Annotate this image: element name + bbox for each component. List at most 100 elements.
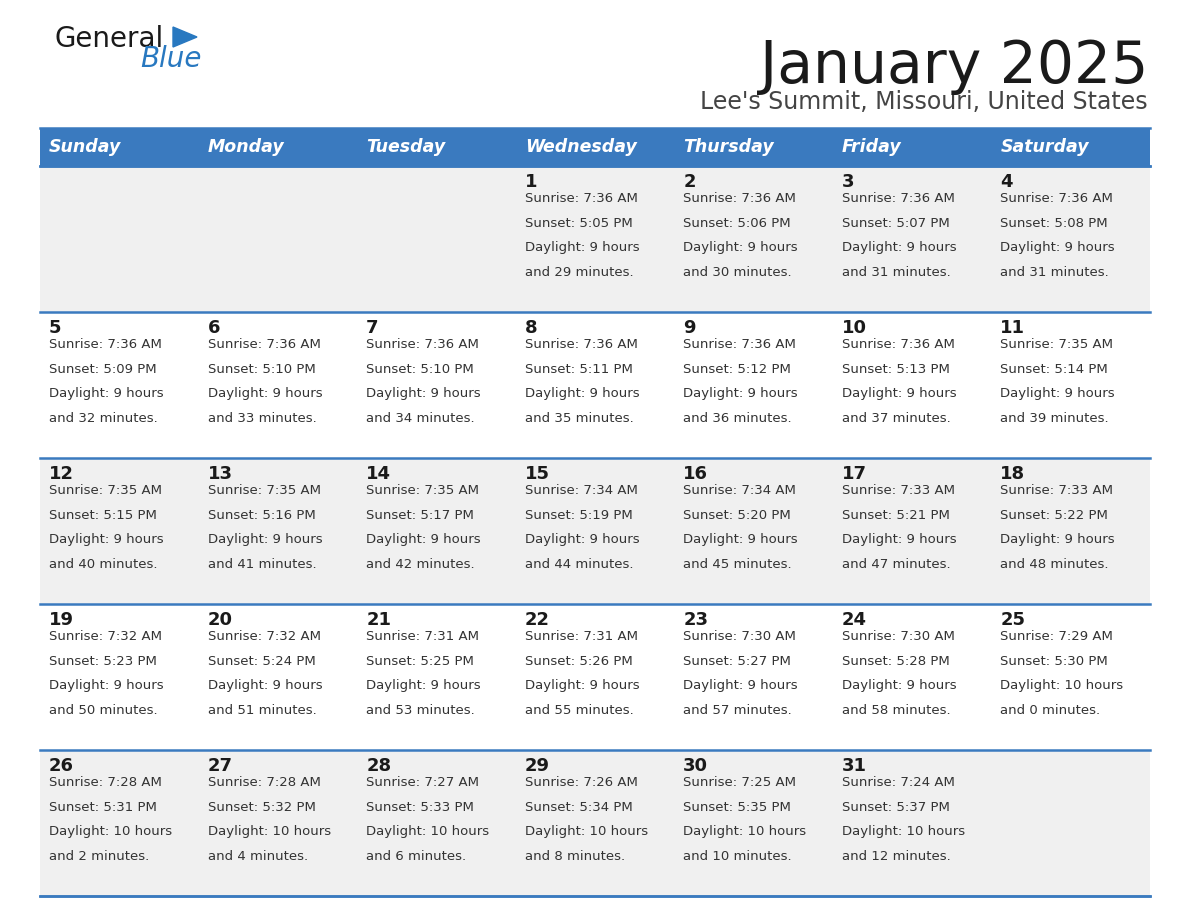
Text: Daylight: 10 hours: Daylight: 10 hours: [525, 825, 647, 838]
Text: Sunset: 5:25 PM: Sunset: 5:25 PM: [366, 655, 474, 667]
Text: Sunrise: 7:35 AM: Sunrise: 7:35 AM: [366, 484, 479, 497]
Text: Daylight: 9 hours: Daylight: 9 hours: [49, 679, 164, 692]
Text: 8: 8: [525, 319, 537, 337]
Text: Sunrise: 7:36 AM: Sunrise: 7:36 AM: [683, 338, 796, 351]
Bar: [40, 128, 198, 166]
Text: and 40 minutes.: and 40 minutes.: [49, 558, 158, 571]
Text: Daylight: 9 hours: Daylight: 9 hours: [683, 241, 798, 254]
Bar: [516, 604, 675, 750]
Bar: [833, 750, 992, 896]
Text: Sunset: 5:07 PM: Sunset: 5:07 PM: [842, 217, 949, 230]
Text: Daylight: 9 hours: Daylight: 9 hours: [366, 533, 481, 546]
Text: and 45 minutes.: and 45 minutes.: [683, 558, 792, 571]
Polygon shape: [173, 27, 197, 47]
Bar: [198, 458, 358, 604]
Text: 14: 14: [366, 465, 391, 483]
Bar: [358, 166, 516, 312]
Bar: [516, 128, 675, 166]
Bar: [833, 128, 992, 166]
Text: Tuesday: Tuesday: [366, 138, 446, 156]
Text: Monday: Monday: [208, 138, 284, 156]
Text: and 4 minutes.: and 4 minutes.: [208, 850, 308, 863]
Bar: [992, 166, 1150, 312]
Text: and 36 minutes.: and 36 minutes.: [683, 412, 792, 425]
Bar: [358, 458, 516, 604]
Text: Sunrise: 7:30 AM: Sunrise: 7:30 AM: [842, 630, 955, 643]
Text: Sunset: 5:33 PM: Sunset: 5:33 PM: [366, 800, 474, 813]
Text: and 41 minutes.: and 41 minutes.: [208, 558, 316, 571]
Text: Sunset: 5:16 PM: Sunset: 5:16 PM: [208, 509, 315, 521]
Text: 30: 30: [683, 757, 708, 775]
Text: Daylight: 9 hours: Daylight: 9 hours: [525, 679, 639, 692]
Text: Daylight: 9 hours: Daylight: 9 hours: [208, 533, 322, 546]
Text: Sunset: 5:21 PM: Sunset: 5:21 PM: [842, 509, 949, 521]
Bar: [675, 166, 833, 312]
Text: Daylight: 9 hours: Daylight: 9 hours: [1000, 533, 1116, 546]
Text: 31: 31: [842, 757, 867, 775]
Text: Sunset: 5:23 PM: Sunset: 5:23 PM: [49, 655, 157, 667]
Text: and 29 minutes.: and 29 minutes.: [525, 265, 633, 279]
Text: Daylight: 9 hours: Daylight: 9 hours: [842, 241, 956, 254]
Text: Sunrise: 7:34 AM: Sunrise: 7:34 AM: [525, 484, 638, 497]
Text: Sunset: 5:10 PM: Sunset: 5:10 PM: [208, 363, 315, 375]
Text: Sunset: 5:11 PM: Sunset: 5:11 PM: [525, 363, 632, 375]
Text: Sunrise: 7:36 AM: Sunrise: 7:36 AM: [842, 338, 955, 351]
Text: and 6 minutes.: and 6 minutes.: [366, 850, 466, 863]
Bar: [198, 128, 358, 166]
Text: Daylight: 9 hours: Daylight: 9 hours: [525, 241, 639, 254]
Text: Sunrise: 7:36 AM: Sunrise: 7:36 AM: [525, 338, 638, 351]
Text: Sunrise: 7:24 AM: Sunrise: 7:24 AM: [842, 776, 955, 789]
Text: Sunset: 5:20 PM: Sunset: 5:20 PM: [683, 509, 791, 521]
Text: Sunset: 5:08 PM: Sunset: 5:08 PM: [1000, 217, 1108, 230]
Text: Sunrise: 7:28 AM: Sunrise: 7:28 AM: [49, 776, 162, 789]
Bar: [198, 604, 358, 750]
Text: and 53 minutes.: and 53 minutes.: [366, 704, 475, 717]
Text: Daylight: 9 hours: Daylight: 9 hours: [842, 533, 956, 546]
Text: Daylight: 9 hours: Daylight: 9 hours: [1000, 387, 1116, 400]
Text: Daylight: 9 hours: Daylight: 9 hours: [683, 387, 798, 400]
Text: 24: 24: [842, 611, 867, 629]
Text: Sunset: 5:17 PM: Sunset: 5:17 PM: [366, 509, 474, 521]
Text: and 37 minutes.: and 37 minutes.: [842, 412, 950, 425]
Text: Daylight: 9 hours: Daylight: 9 hours: [842, 679, 956, 692]
Text: Sunrise: 7:30 AM: Sunrise: 7:30 AM: [683, 630, 796, 643]
Text: Sunrise: 7:35 AM: Sunrise: 7:35 AM: [49, 484, 162, 497]
Bar: [833, 166, 992, 312]
Text: and 58 minutes.: and 58 minutes.: [842, 704, 950, 717]
Text: Sunrise: 7:35 AM: Sunrise: 7:35 AM: [1000, 338, 1113, 351]
Text: and 8 minutes.: and 8 minutes.: [525, 850, 625, 863]
Text: 5: 5: [49, 319, 62, 337]
Text: Sunset: 5:05 PM: Sunset: 5:05 PM: [525, 217, 632, 230]
Text: 2: 2: [683, 173, 696, 191]
Text: 7: 7: [366, 319, 379, 337]
Text: Daylight: 10 hours: Daylight: 10 hours: [1000, 679, 1124, 692]
Text: and 33 minutes.: and 33 minutes.: [208, 412, 316, 425]
Text: and 48 minutes.: and 48 minutes.: [1000, 558, 1108, 571]
Text: Sunrise: 7:29 AM: Sunrise: 7:29 AM: [1000, 630, 1113, 643]
Text: Sunset: 5:09 PM: Sunset: 5:09 PM: [49, 363, 157, 375]
Bar: [992, 604, 1150, 750]
Text: Daylight: 9 hours: Daylight: 9 hours: [208, 679, 322, 692]
Text: Daylight: 9 hours: Daylight: 9 hours: [208, 387, 322, 400]
Bar: [992, 458, 1150, 604]
Text: Sunset: 5:14 PM: Sunset: 5:14 PM: [1000, 363, 1108, 375]
Bar: [992, 312, 1150, 458]
Text: and 50 minutes.: and 50 minutes.: [49, 704, 158, 717]
Text: Sunrise: 7:32 AM: Sunrise: 7:32 AM: [49, 630, 162, 643]
Text: 15: 15: [525, 465, 550, 483]
Text: Daylight: 9 hours: Daylight: 9 hours: [525, 387, 639, 400]
Text: Sunset: 5:28 PM: Sunset: 5:28 PM: [842, 655, 949, 667]
Text: Sunset: 5:31 PM: Sunset: 5:31 PM: [49, 800, 157, 813]
Text: Daylight: 10 hours: Daylight: 10 hours: [49, 825, 172, 838]
Bar: [992, 750, 1150, 896]
Text: Sunset: 5:26 PM: Sunset: 5:26 PM: [525, 655, 632, 667]
Text: and 57 minutes.: and 57 minutes.: [683, 704, 792, 717]
Text: 11: 11: [1000, 319, 1025, 337]
Text: and 10 minutes.: and 10 minutes.: [683, 850, 792, 863]
Text: Sunset: 5:37 PM: Sunset: 5:37 PM: [842, 800, 949, 813]
Text: Sunrise: 7:33 AM: Sunrise: 7:33 AM: [1000, 484, 1113, 497]
Bar: [358, 312, 516, 458]
Text: 9: 9: [683, 319, 696, 337]
Text: and 0 minutes.: and 0 minutes.: [1000, 704, 1100, 717]
Text: Sunrise: 7:36 AM: Sunrise: 7:36 AM: [208, 338, 321, 351]
